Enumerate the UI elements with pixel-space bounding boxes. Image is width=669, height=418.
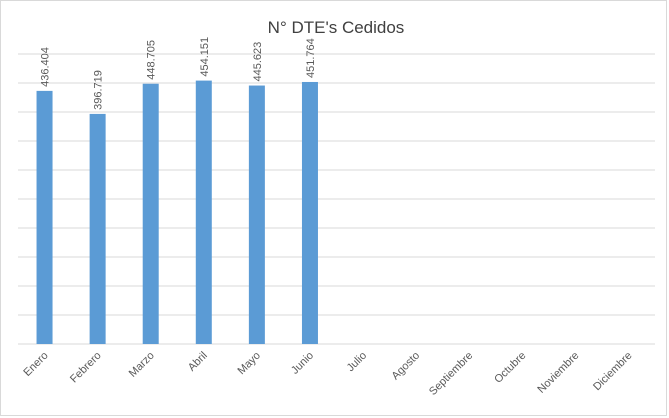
data-label: 436.404 (40, 47, 52, 87)
bar (142, 83, 159, 344)
bar (195, 80, 212, 345)
data-label: 445.623 (252, 42, 264, 82)
data-label: 396.719 (93, 70, 105, 110)
data-label: 454.151 (199, 37, 211, 77)
data-label: 451.764 (305, 38, 317, 78)
bar (248, 85, 265, 344)
bar (89, 113, 106, 344)
chart-title: N° DTE's Cedidos (268, 18, 405, 37)
data-label: 448.705 (146, 40, 158, 80)
bar (301, 81, 318, 345)
bar (36, 90, 53, 344)
